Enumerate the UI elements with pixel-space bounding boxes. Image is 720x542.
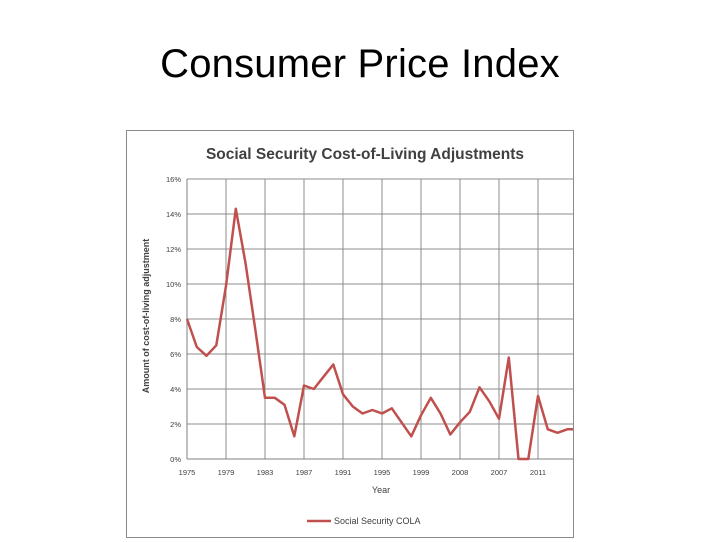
series-line-social-security-cola [185,207,577,461]
x-tick-label: 1999 [413,468,430,477]
y-tick-label: 4% [170,385,181,394]
x-tick-label: 1995 [374,468,391,477]
chart-frame: Social Security Cost-of-Living Adjustmen… [126,130,577,538]
y-axis-label: Amount of cost-of-living adjustment [141,239,151,394]
x-tick-label: 2011 [530,468,546,477]
legend-label: Social Security COLA [334,516,421,526]
y-tick-label: 2% [170,420,181,429]
grid [186,178,577,460]
x-tick-label: 1979 [218,468,235,477]
y-tick-label: 12% [166,245,181,254]
y-tick-label: 6% [170,350,181,359]
y-tick-label: 8% [170,315,181,324]
x-tick-label: 1975 [179,468,196,477]
x-tick-label: 2008 [452,468,469,477]
chart-title: Social Security Cost-of-Living Adjustmen… [206,146,524,163]
x-tick-label: 1987 [296,468,313,477]
y-tick-label: 16% [166,175,181,184]
chart: Social Security Cost-of-Living Adjustmen… [141,146,577,526]
x-tick-label: 2007 [491,468,508,477]
y-tick-label: 0% [170,455,181,464]
y-tick-labels: 0% 2% 4% 6% 8% 10% 12% 14% 16% [166,175,181,464]
y-tick-label: 14% [166,210,181,219]
x-tick-label: 1983 [257,468,274,477]
legend: Social Security COLA [307,516,421,526]
slide-title: Consumer Price Index [160,42,560,86]
x-tick-labels: 1975 1979 1983 1987 1991 1995 1999 2008 2007 2011 [179,468,546,477]
y-tick-label: 10% [166,280,181,289]
x-axis-label: Year [372,485,390,495]
x-tick-label: 1991 [335,468,352,477]
series [185,207,577,461]
